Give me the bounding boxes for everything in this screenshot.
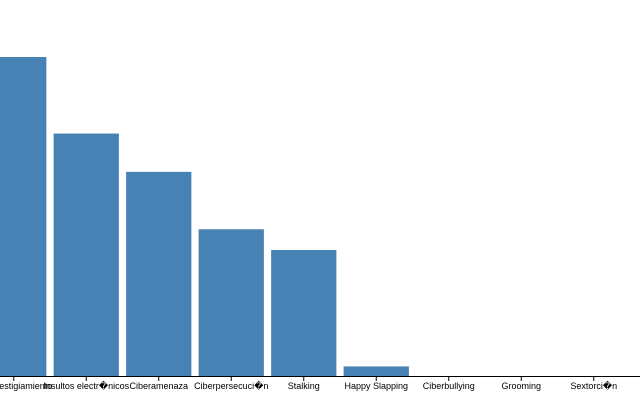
- x-tick-label: Stalking: [288, 381, 320, 391]
- x-tick-label: Happy Slapping: [344, 381, 408, 391]
- bar: [53, 133, 119, 376]
- x-axis: DesprestigiamientoInsultos electr�nicosC…: [0, 376, 640, 391]
- bar: [271, 250, 337, 376]
- bar: [198, 229, 264, 376]
- x-tick-label: Grooming: [501, 381, 541, 391]
- bar: [126, 171, 192, 376]
- x-tick-label: Ciberpersecuci�n: [194, 380, 268, 391]
- x-tick-label: Ciberamenaza: [129, 381, 188, 391]
- x-tick-label: Desprestigiamiento: [0, 381, 52, 391]
- bars-layer: [0, 57, 409, 376]
- x-tick-label: Sextorci�n: [570, 380, 617, 391]
- bar: [0, 57, 47, 376]
- x-tick-label: Insultos electr�nicos: [43, 380, 129, 391]
- x-tick-label: Ciberbullying: [423, 381, 475, 391]
- bar: [343, 366, 409, 376]
